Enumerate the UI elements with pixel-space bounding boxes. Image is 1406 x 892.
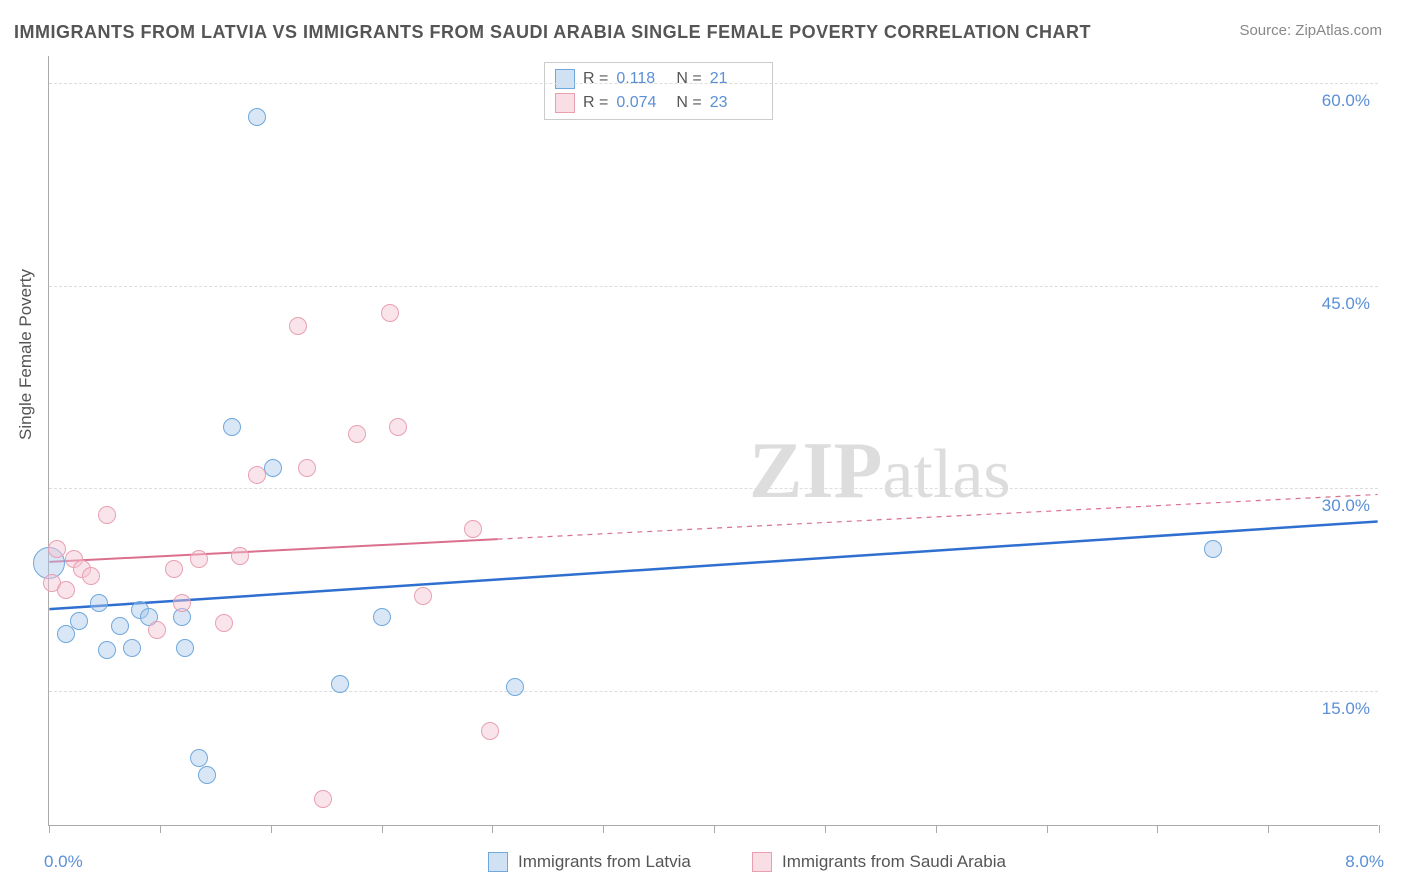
data-point-saudi [82,567,100,585]
x-tick [492,825,493,833]
r-label: R = [583,94,608,112]
legend-label-saudi: Immigrants from Saudi Arabia [782,852,1006,872]
data-point-saudi [173,594,191,612]
x-axis-min-label: 0.0% [44,852,83,872]
gridline [49,83,1378,84]
x-tick [1047,825,1048,833]
legend-label-latvia: Immigrants from Latvia [518,852,691,872]
n-value-latvia: 21 [710,70,762,88]
gridline [49,691,1378,692]
y-tick-label: 30.0% [1322,496,1370,516]
data-point-latvia [123,639,141,657]
data-point-saudi [414,587,432,605]
data-point-saudi [381,304,399,322]
data-point-latvia [1204,540,1222,558]
x-tick [1157,825,1158,833]
data-point-saudi [464,520,482,538]
swatch-pink-icon [752,852,772,872]
data-point-saudi [314,790,332,808]
stats-legend: R = 0.118 N = 21 R = 0.074 N = 23 [544,62,773,120]
data-point-saudi [481,722,499,740]
swatch-pink-icon [555,93,575,113]
data-point-saudi [57,581,75,599]
x-tick [714,825,715,833]
data-point-latvia [223,418,241,436]
data-point-saudi [215,614,233,632]
data-point-latvia [90,594,108,612]
x-tick [271,825,272,833]
data-point-saudi [298,459,316,477]
regression-lines-svg [49,56,1378,825]
stats-row-latvia: R = 0.118 N = 21 [555,67,762,91]
data-point-saudi [148,621,166,639]
data-point-saudi [190,550,208,568]
y-tick-label: 15.0% [1322,699,1370,719]
data-point-saudi [348,425,366,443]
x-tick [603,825,604,833]
plot-area: ZIPatlas R = 0.118 N = 21 R = 0.074 N = … [48,56,1378,826]
n-label: N = [676,70,701,88]
y-axis-label: Single Female Poverty [16,269,36,440]
x-tick [49,825,50,833]
data-point-latvia [57,625,75,643]
legend-saudi: Immigrants from Saudi Arabia [752,852,1006,872]
data-point-saudi [231,547,249,565]
y-tick-label: 60.0% [1322,91,1370,111]
n-label: N = [676,94,701,112]
data-point-saudi [48,540,66,558]
data-point-latvia [331,675,349,693]
data-point-saudi [165,560,183,578]
x-tick [1379,825,1380,833]
data-point-saudi [289,317,307,335]
chart-container: IMMIGRANTS FROM LATVIA VS IMMIGRANTS FRO… [0,0,1406,892]
source-label: Source: ZipAtlas.com [1239,22,1382,39]
stats-row-saudi: R = 0.074 N = 23 [555,91,762,115]
data-point-latvia [176,639,194,657]
r-value-saudi: 0.074 [616,94,668,112]
x-tick [160,825,161,833]
data-point-saudi [98,506,116,524]
data-point-latvia [70,612,88,630]
data-point-latvia [98,641,116,659]
gridline [49,488,1378,489]
chart-title: IMMIGRANTS FROM LATVIA VS IMMIGRANTS FRO… [14,22,1091,43]
swatch-blue-icon [488,852,508,872]
data-point-saudi [389,418,407,436]
x-tick [825,825,826,833]
y-tick-label: 45.0% [1322,294,1370,314]
data-point-latvia [264,459,282,477]
data-point-saudi [248,466,266,484]
gridline [49,286,1378,287]
data-point-latvia [111,617,129,635]
regression-line-dashed-saudi [498,494,1378,539]
regression-line-saudi [49,539,497,562]
x-tick [382,825,383,833]
x-tick [1268,825,1269,833]
data-point-latvia [373,608,391,626]
x-tick [936,825,937,833]
data-point-latvia [198,766,216,784]
swatch-blue-icon [555,69,575,89]
r-value-latvia: 0.118 [616,70,668,88]
r-label: R = [583,70,608,88]
n-value-saudi: 23 [710,94,762,112]
legend-latvia: Immigrants from Latvia [488,852,691,872]
data-point-latvia [248,108,266,126]
x-axis-max-label: 8.0% [1345,852,1384,872]
data-point-latvia [506,678,524,696]
regression-line-latvia [49,521,1377,609]
